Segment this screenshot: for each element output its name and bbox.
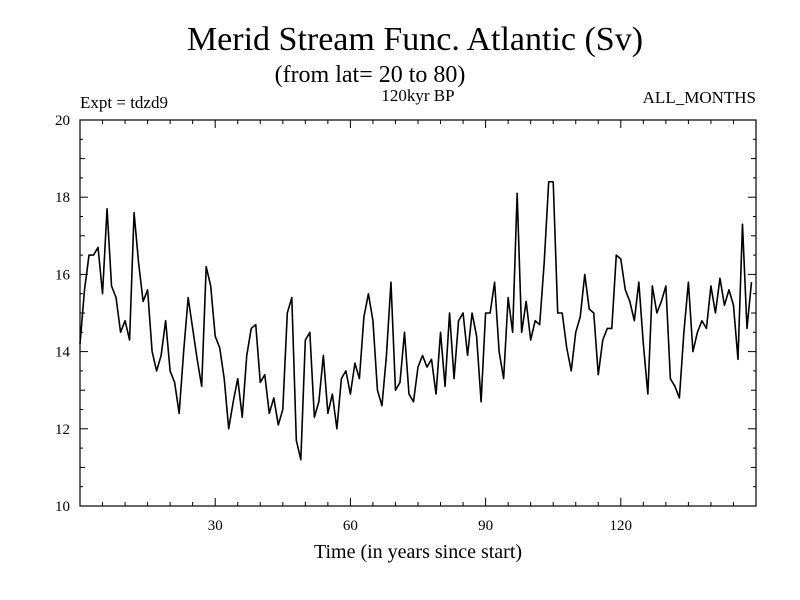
series-line <box>79 180 753 461</box>
chart-title: Merid Stream Func. Atlantic (Sv) <box>187 21 643 58</box>
y-tick-label: 10 <box>55 499 70 515</box>
x-axis-label: Time (in years since start) <box>314 541 522 563</box>
x-tick-label: 120 <box>610 518 633 534</box>
chart-subtitle: (from lat= 20 to 80) <box>275 62 466 88</box>
y-tick-label: 14 <box>55 345 71 361</box>
period-label: 120kyr BP <box>381 86 454 105</box>
y-tick-label: 16 <box>55 267 71 283</box>
y-tick-label: 20 <box>55 113 70 129</box>
plot-area: 10 12 14 16 18 20 30 60 90 120 <box>55 113 757 534</box>
y-tick-label: 18 <box>55 190 70 206</box>
y-tick-label: 12 <box>55 422 70 438</box>
x-tick-label: 30 <box>208 518 223 534</box>
x-tick-label: 90 <box>478 518 493 534</box>
x-tick-label: 60 <box>343 518 358 534</box>
experiment-label: Expt = tdzd9 <box>80 93 168 112</box>
months-label: ALL_MONTHS <box>643 88 756 107</box>
